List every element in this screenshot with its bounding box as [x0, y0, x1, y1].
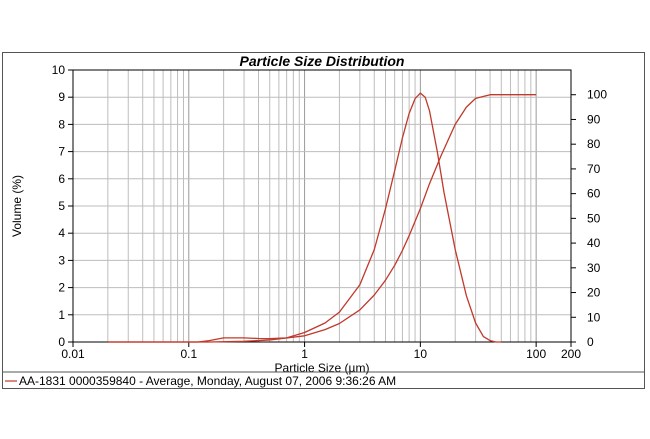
y2-tick-label: 0 — [587, 335, 594, 349]
grid — [73, 70, 572, 342]
x-tick-label: 0.1 — [180, 347, 197, 361]
y2-tick-label: 20 — [587, 286, 601, 300]
x-axis-label: Particle Size (µm) — [275, 361, 370, 375]
y-tick-label: 4 — [58, 226, 65, 240]
chart-frame: 0 1 2 3 4 5 6 7 8 9 10 0 10 20 30 40 50 60 70 80 90 100 0.01 0.… — [2, 52, 645, 389]
y-tick-label: 2 — [58, 281, 65, 295]
y2-tick-label: 100 — [587, 88, 607, 102]
volume-distribution-line — [107, 92, 502, 343]
y2-tick-label: 30 — [587, 261, 601, 275]
y2-tick-label: 40 — [587, 236, 601, 250]
y-tick-label: 7 — [58, 145, 65, 159]
x-tick-label: 200 — [561, 347, 581, 361]
y-tick-label: 3 — [58, 253, 65, 267]
y-tick-label: 9 — [58, 90, 65, 104]
x-tick-label: 10 — [414, 347, 428, 361]
y2-tick-label: 60 — [587, 187, 601, 201]
y2-tick-label: 10 — [587, 310, 601, 324]
y2-tick-label: 90 — [587, 112, 601, 126]
legend-entry: AA-1831 0000359840 - Average, Monday, Au… — [19, 374, 396, 388]
y-tick-label: 8 — [58, 117, 65, 131]
x-tick-label: 0.01 — [61, 347, 85, 361]
y-tick-label: 0 — [58, 335, 65, 349]
series — [107, 92, 537, 343]
chart-title: Particle Size Distribution — [240, 53, 405, 69]
y2-tick-label: 80 — [587, 137, 601, 151]
y-axis-label: Volume (%) — [10, 175, 24, 237]
y2-tick-label: 70 — [587, 162, 601, 176]
y-tick-label: 6 — [58, 172, 65, 186]
x-tick-label: 1 — [301, 347, 308, 361]
y-tick-label: 1 — [58, 308, 65, 322]
cumulative-volume-line — [107, 94, 537, 343]
y-tick-label: 5 — [58, 199, 65, 213]
y-tick-label: 10 — [52, 63, 66, 77]
x-tick-label: 100 — [526, 347, 546, 361]
y2-tick-label: 50 — [587, 211, 601, 225]
ticks — [68, 69, 576, 347]
